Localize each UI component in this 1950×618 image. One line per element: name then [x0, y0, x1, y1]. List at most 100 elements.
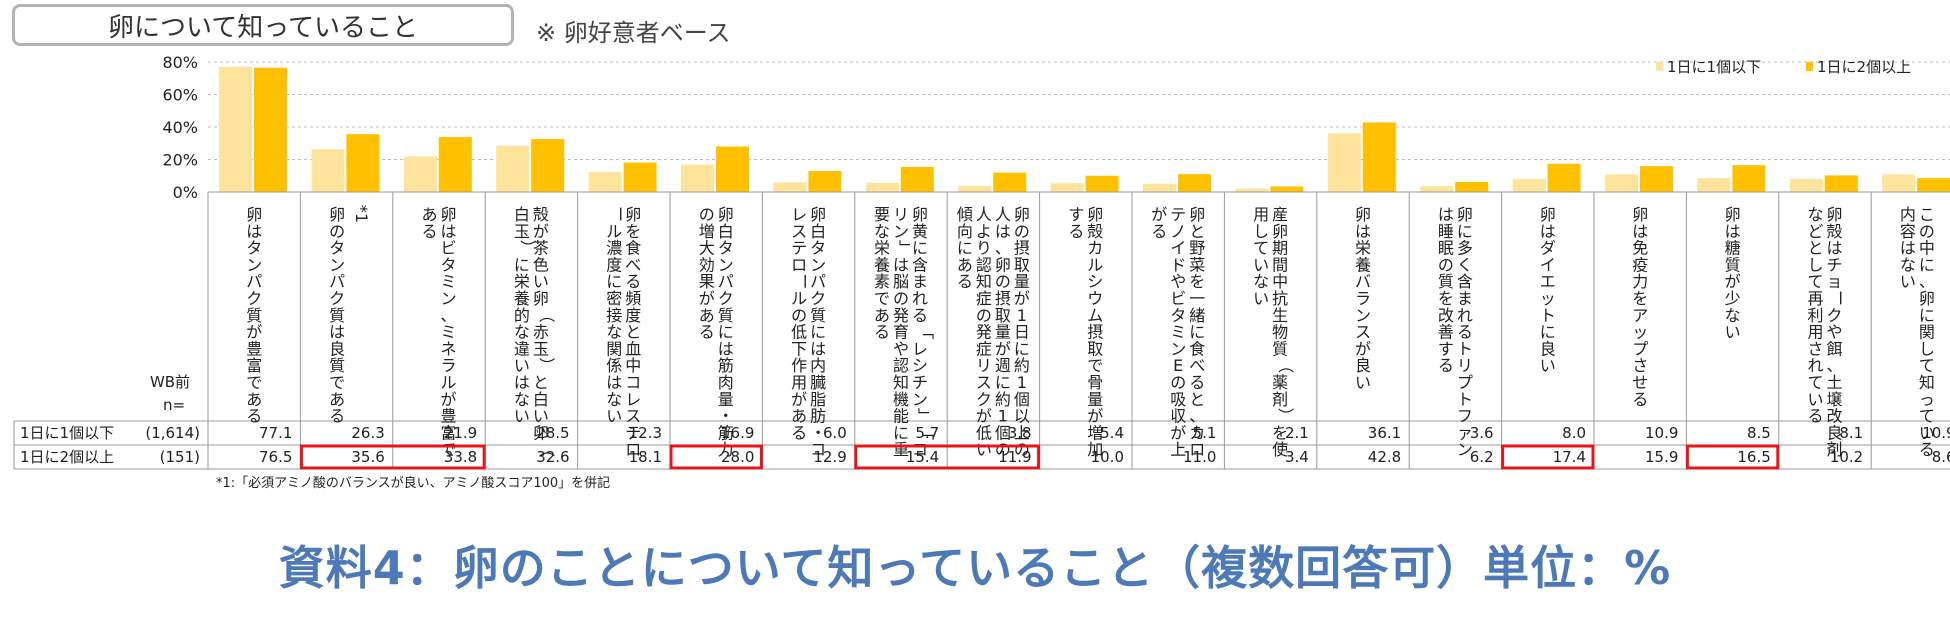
category-label-char: ま	[1457, 289, 1473, 308]
category-label-char: 糖	[1725, 239, 1741, 258]
category-label-char: テ	[1170, 205, 1186, 224]
category-label-char: る	[1068, 222, 1084, 241]
category-label-char: で	[329, 373, 345, 392]
category-label-char: 脳	[893, 272, 909, 291]
category-label-char: コ	[810, 440, 826, 459]
category-label-char: ル	[440, 373, 456, 392]
category-label-char: 」	[916, 408, 935, 424]
category-label-char: る	[421, 222, 437, 241]
highlight-box	[1501, 444, 1595, 470]
category-label-char: 栄	[874, 239, 890, 258]
chart-title: 卵について知っていること	[108, 12, 418, 43]
bar	[1824, 175, 1858, 192]
category-label-char: な	[1900, 255, 1916, 274]
category-label-char: レ	[912, 339, 928, 358]
category-label-char: べ	[1189, 356, 1205, 375]
category-label-char: 良	[329, 339, 345, 358]
category-label-char: 1	[1017, 306, 1027, 325]
category-label-char: の	[976, 306, 992, 325]
category-label-char: 緒	[1189, 306, 1205, 325]
category-label-char: い	[1253, 255, 1269, 274]
category-label-char: い	[1253, 289, 1269, 308]
category-label-char: 用	[1253, 205, 1269, 224]
category-label-char: ー	[795, 273, 814, 289]
category-label-char: る	[874, 323, 890, 342]
category-label-char: 要	[874, 205, 890, 224]
category-label-char: 眠	[1438, 239, 1454, 258]
category-label-char: 玉	[533, 339, 549, 358]
category-label-char: り	[976, 239, 992, 258]
data-label: 6.2	[1470, 448, 1494, 466]
data-label: 76.5	[259, 448, 292, 466]
category-label-char: 間	[1272, 255, 1288, 274]
category-label-char: プ	[1632, 339, 1648, 358]
category-label-char: 産	[1272, 205, 1288, 224]
category-label-char: ク	[1826, 306, 1842, 325]
category-label-char: と	[625, 323, 641, 342]
bar	[1789, 178, 1823, 192]
category-label-char: は	[893, 255, 909, 274]
category-label-char: 含	[1457, 272, 1473, 291]
category-label-char: て	[1253, 239, 1269, 258]
category-label-char: ト	[1457, 339, 1473, 358]
category-label-char: 卵	[912, 205, 928, 224]
category-label-char: な	[1253, 272, 1269, 291]
category-label-char: な	[1807, 205, 1823, 224]
category-label-char: の	[699, 205, 715, 224]
category-label-char: 傾	[957, 205, 973, 224]
category-label-char: ン	[440, 289, 456, 308]
category-label-char: 容	[1900, 222, 1916, 241]
category-label-char: 富	[440, 423, 456, 442]
category-label-char: 卵	[718, 205, 734, 224]
category-label-char: あ	[957, 255, 973, 274]
category-label-char: ま	[912, 272, 928, 291]
category-label-char: ）	[1276, 408, 1295, 424]
data-label: 16.9	[721, 424, 754, 442]
category-label-char: い	[514, 407, 530, 426]
bar	[1605, 174, 1638, 192]
category-label-char: 卵	[440, 205, 456, 224]
category-label-char: と	[1189, 222, 1205, 241]
category-label-char: る	[1457, 323, 1473, 342]
category-label-char: 摂	[995, 289, 1011, 308]
category-label-char: ル	[1087, 255, 1103, 274]
category-label-char: 赤	[533, 323, 549, 342]
category-label-char: ス	[791, 222, 807, 241]
category-label-char: 内	[1900, 205, 1916, 224]
category-label-char: に	[718, 323, 734, 342]
category-label-char: 質	[329, 356, 345, 375]
category-label-char: が	[699, 289, 715, 308]
data-label: 2.1	[1285, 424, 1309, 442]
category-label-char: い	[533, 407, 549, 426]
data-label: 28.0	[721, 448, 754, 466]
category-label-char: 接	[606, 306, 622, 325]
category-label-char: イ	[1540, 255, 1556, 274]
category-label-char: 殻	[1087, 222, 1103, 241]
category-label-char: あ	[421, 205, 437, 224]
category-label-char: ン	[912, 390, 928, 409]
category-label-char: ト	[1457, 390, 1473, 409]
category-label-char: 白	[810, 222, 826, 241]
category-label-char: 白	[718, 222, 734, 241]
category-label-char: 量	[995, 323, 1011, 342]
category-label-char: 卵	[1087, 205, 1103, 224]
category-label-char: に	[1014, 339, 1030, 358]
category-label-char: ア	[1632, 306, 1648, 325]
bar	[1085, 175, 1119, 192]
category-label-char: が	[1170, 423, 1186, 442]
category-label-char: が	[533, 222, 549, 241]
category-label-char: 発	[976, 323, 992, 342]
bar	[531, 139, 565, 192]
category-label-char: 筋	[718, 423, 734, 442]
bar	[958, 185, 992, 192]
data-label: 10.2	[1830, 448, 1863, 466]
category-label-char: 質	[1272, 339, 1288, 358]
category-label-char: い	[1540, 356, 1556, 375]
data-label: 8.5	[1747, 424, 1771, 442]
category-label-char: に	[995, 373, 1011, 392]
category-label-char: は	[606, 373, 622, 392]
